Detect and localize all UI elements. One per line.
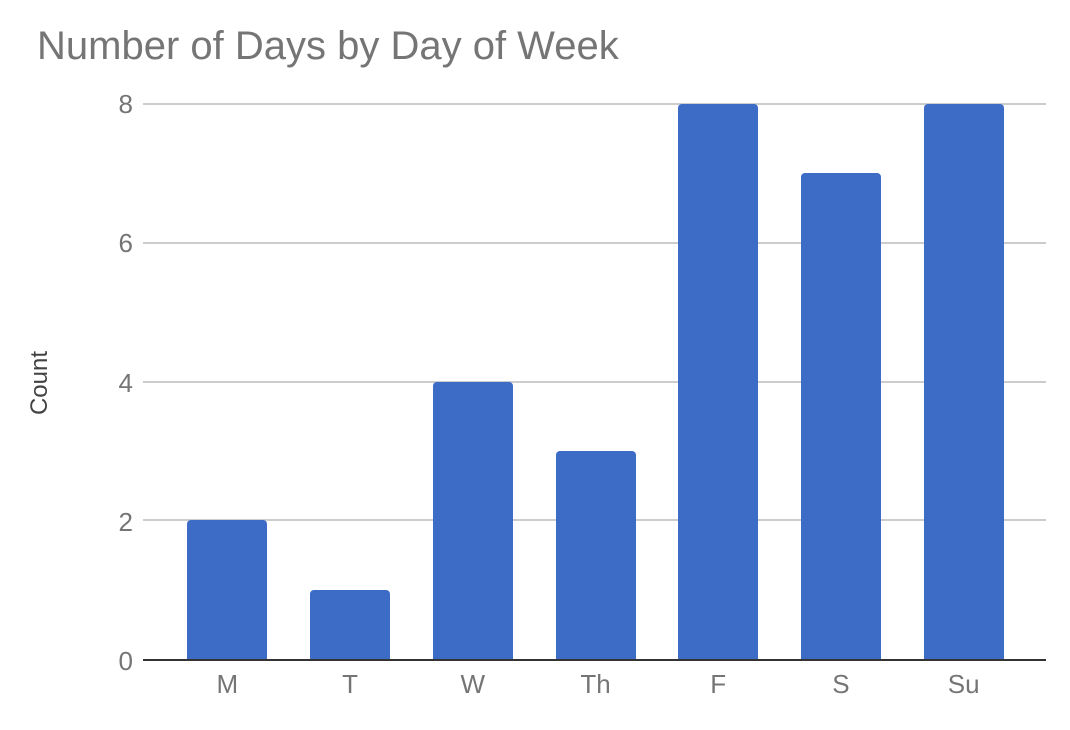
y-tick-label: 2 <box>118 506 133 537</box>
bar-S <box>800 173 881 659</box>
bar-band <box>166 104 289 659</box>
x-tick-label: S <box>832 669 850 699</box>
x-tick-label: M <box>216 669 239 699</box>
gridline <box>143 103 1046 105</box>
x-tick-label: W <box>460 669 486 699</box>
bar-band <box>289 104 412 659</box>
x-tick-label: T <box>342 669 359 699</box>
x-tick-label: F <box>710 669 727 699</box>
y-axis-labels: 0 2 4 6 8 <box>0 91 133 674</box>
gridline <box>143 241 1046 244</box>
gridline <box>143 380 1046 383</box>
y-tick-label: 4 <box>118 367 133 398</box>
bar-F <box>678 104 759 659</box>
bar-M <box>187 520 268 659</box>
bar-band <box>657 104 780 659</box>
x-axis-labels: M T W Th F S Su <box>166 671 1025 697</box>
y-tick-label: 6 <box>118 228 133 259</box>
bar-band <box>780 104 903 659</box>
plot-area <box>143 103 1046 661</box>
bar-W <box>432 381 513 659</box>
bar-band <box>534 104 657 659</box>
y-tick-label: 0 <box>118 646 133 676</box>
bar-T <box>310 589 391 659</box>
x-tick-label: Th <box>580 669 611 699</box>
x-tick-label: Su <box>947 669 980 699</box>
chart-title: Number of Days by Day of Week <box>37 24 619 68</box>
y-tick-label: 8 <box>118 89 133 119</box>
bar-Th <box>555 450 636 659</box>
bar-Su <box>923 104 1004 659</box>
bar-band <box>902 104 1025 659</box>
bars <box>166 104 1025 659</box>
bar-band <box>411 104 534 659</box>
